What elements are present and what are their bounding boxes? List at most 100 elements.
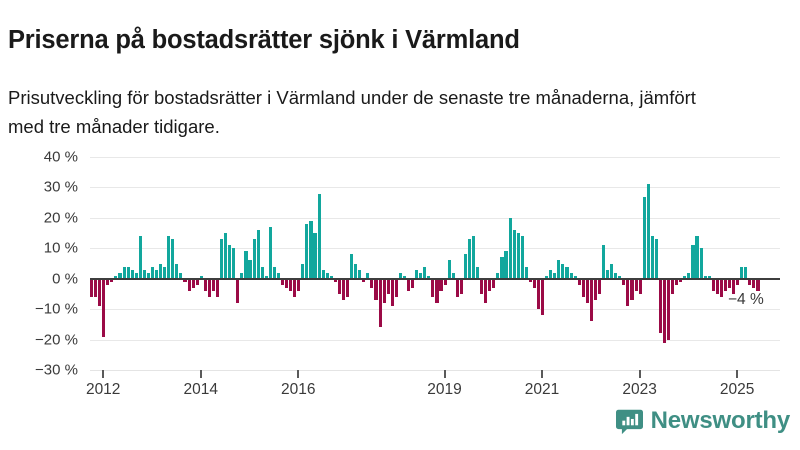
bar: [593, 278, 597, 300]
footer-brand: Newsworthy: [615, 404, 791, 438]
bar: [280, 278, 285, 285]
bar: [374, 278, 378, 300]
bar: [744, 266, 748, 279]
bar: [138, 236, 142, 279]
x-axis-tick-label: 2021: [524, 381, 560, 398]
bar: [171, 239, 175, 279]
bar: [711, 278, 715, 291]
bar: [236, 278, 240, 304]
bar: [325, 272, 329, 279]
x-axis-tick: [199, 370, 202, 378]
y-axis-tick-label: 20 %: [43, 209, 78, 227]
bar: [215, 278, 220, 297]
bar: [439, 278, 443, 291]
bar: [634, 278, 638, 291]
bar: [276, 272, 281, 279]
bar: [504, 251, 508, 279]
bar: [496, 272, 500, 279]
bar: [232, 248, 236, 279]
bar: [459, 278, 463, 294]
bar: [691, 245, 695, 279]
bar: [264, 275, 268, 279]
bar: [484, 278, 488, 304]
bar: [211, 278, 215, 291]
bar: [638, 278, 642, 294]
bar: [471, 236, 476, 279]
bar: [683, 275, 687, 279]
bar: [224, 233, 228, 279]
bar: [187, 278, 191, 291]
bar: [622, 278, 626, 285]
bar: [455, 278, 459, 297]
bar: [179, 272, 183, 279]
bar: [321, 269, 325, 279]
bar: [362, 278, 366, 282]
x-axis-tick-label: 2016: [280, 381, 316, 398]
bar: [110, 278, 114, 282]
bar: [134, 272, 138, 279]
bar: [146, 272, 150, 279]
bar: [289, 278, 293, 291]
bar: [150, 266, 155, 279]
x-axis: 2012 2014 2016 2019 2021 2023 2025: [86, 370, 780, 410]
bar: [520, 236, 524, 279]
bar: [687, 272, 691, 279]
bar-series: [90, 157, 780, 370]
bar: [626, 278, 630, 307]
bar: [699, 248, 703, 279]
bar: [480, 278, 484, 294]
bar: [671, 278, 675, 294]
bar: [106, 278, 110, 285]
bar: [431, 278, 435, 297]
bar: [370, 278, 374, 288]
y-axis-tick-label: 40 %: [43, 148, 78, 166]
bar: [305, 223, 309, 279]
bar: [740, 266, 744, 279]
bar: [650, 236, 654, 279]
bar: [597, 278, 602, 294]
brand-name: Newsworthy: [650, 407, 791, 434]
bar: [618, 275, 622, 279]
bar: [228, 245, 232, 279]
bar: [654, 239, 658, 279]
bar: [589, 278, 593, 322]
x-axis-tick: [541, 370, 544, 378]
bar: [585, 278, 589, 304]
y-axis-tick-label: −10 %: [35, 300, 78, 318]
bar: [350, 254, 354, 279]
bar: [268, 226, 272, 279]
bar: [662, 278, 667, 343]
bar: [406, 278, 411, 291]
x-axis-tick: [443, 370, 446, 378]
bar: [541, 278, 545, 316]
bar: [561, 263, 565, 279]
bar: [614, 272, 618, 279]
bar: [366, 272, 370, 279]
bar: [524, 266, 528, 279]
bar: [167, 236, 171, 279]
bar-chart-bubble-icon: [615, 409, 643, 434]
bar: [756, 278, 760, 291]
bar: [508, 217, 512, 279]
bar: [447, 260, 451, 279]
bar: [220, 239, 224, 279]
bar: [207, 278, 211, 297]
bar: [337, 278, 341, 294]
bar: [402, 275, 406, 279]
bar: [329, 275, 333, 279]
x-axis-tick-label: 2025: [719, 381, 755, 398]
bar: [90, 278, 94, 297]
bar: [646, 184, 650, 279]
bar: [752, 278, 756, 288]
bar: [114, 275, 118, 279]
bar: [98, 278, 102, 307]
gridline: [90, 309, 780, 311]
bar: [443, 278, 447, 285]
bar: [467, 239, 471, 279]
bar: [715, 278, 719, 294]
plot-area: 40 % 30 % 20 % 10 % 0 % −10 % −20 % −30 %: [35, 149, 780, 379]
bar: [532, 278, 537, 288]
bar: [748, 278, 752, 285]
bar: [398, 272, 402, 279]
